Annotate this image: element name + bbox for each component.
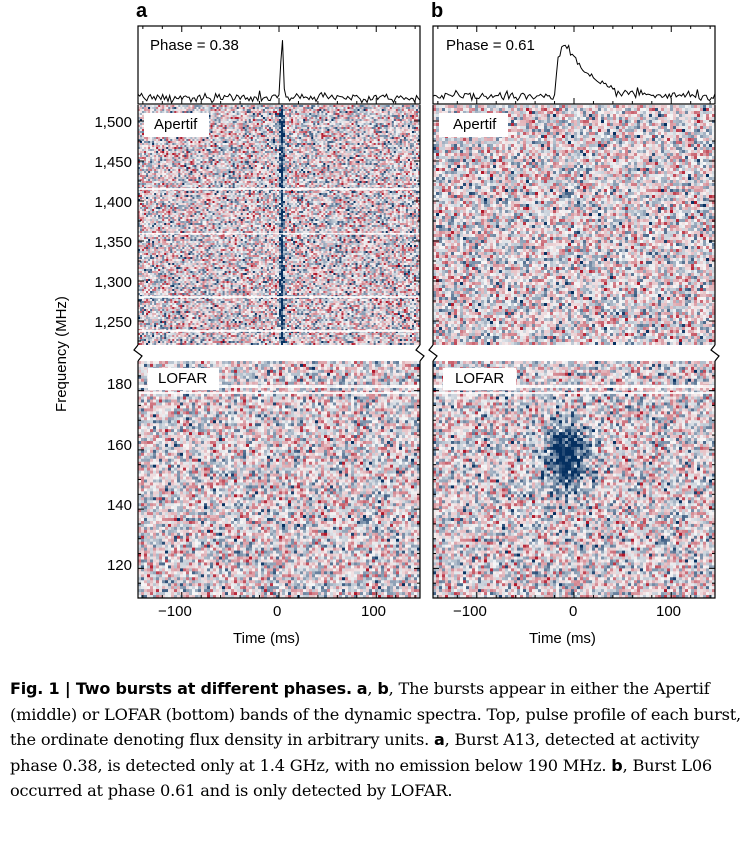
- band-label-lofar-b: LOFAR: [443, 368, 517, 390]
- ytick-1500: 1,500: [94, 114, 132, 131]
- panel-label-a: a: [136, 0, 147, 23]
- masked-channel-lofar-1: [138, 392, 420, 394]
- panel-label-b: b: [431, 0, 443, 23]
- masked-channel-a-2: [138, 296, 420, 298]
- caption-ref-b2: b: [611, 756, 622, 775]
- figure-1: a b Phase = 0.38 Phase = 0.61 Apertif Ap…: [53, 0, 721, 647]
- ytick-140: 140: [107, 497, 132, 514]
- caption-sep: ,: [367, 679, 377, 698]
- masked-channel-lofar-3: [433, 392, 715, 394]
- masked-channel-a-1: [138, 233, 420, 235]
- band-gap-b: [427, 345, 721, 361]
- phase-label-b: Phase = 0.61: [446, 37, 535, 54]
- x-axis-label-a: Time (ms): [233, 630, 300, 647]
- band-label-apertif-b: Apertif: [439, 113, 509, 137]
- caption-text-3: , Burst L06 occurred at phase 0.61 and i…: [10, 756, 712, 801]
- caption-lead: Fig. 1 | Two bursts at different phases.: [10, 679, 352, 698]
- xtick-b-100: 100: [656, 603, 681, 620]
- xtick-b-neg100: −100: [453, 603, 487, 620]
- figure-caption: Fig. 1 | Two bursts at different phases.…: [10, 676, 745, 804]
- xtick-b-0: 0: [569, 603, 577, 620]
- caption-ref-b: b: [377, 679, 388, 698]
- heatmap-lofar-a: [138, 361, 421, 599]
- heatmap-apertif-b: [433, 105, 716, 346]
- band-label-lofar-a: LOFAR: [148, 368, 220, 390]
- xtick-a-neg100: −100: [158, 603, 192, 620]
- heatmap-lofar-b: [433, 361, 716, 599]
- caption-ref-a: a: [357, 679, 368, 698]
- band-label-apertif-a: Apertif: [144, 113, 210, 137]
- figure-canvas: [132, 25, 721, 599]
- x-axis-label-b: Time (ms): [529, 630, 596, 647]
- xtick-a-0: 0: [273, 603, 281, 620]
- ytick-1400: 1,400: [94, 194, 132, 211]
- axis-break-spectrum-frame-a-1: [415, 344, 425, 362]
- masked-channel-lofar-0: [138, 385, 420, 388]
- ytick-1350: 1,350: [94, 234, 132, 251]
- xtick-a-100: 100: [361, 603, 386, 620]
- band-gap-a: [132, 345, 426, 361]
- ytick-120: 120: [107, 557, 132, 574]
- ytick-160: 160: [107, 437, 132, 454]
- heatmap-apertif-a: [138, 105, 421, 346]
- caption-text-2: , Burst A13, detected at activity phase …: [10, 730, 699, 775]
- masked-channel-a-3: [138, 330, 420, 332]
- pulse-profile-b: [432, 44, 716, 102]
- masked-channel-a-0: [138, 188, 420, 190]
- phase-label-a: Phase = 0.38: [150, 37, 239, 54]
- axis-break-spectrum-frame-b-1: [710, 344, 720, 362]
- ytick-1250: 1,250: [94, 314, 132, 331]
- axis-break-spectrum-frame-b-0: [428, 344, 438, 362]
- caption-text-1: , The bursts appear in either the Aperti…: [10, 679, 741, 749]
- masked-channel-lofar-2: [433, 385, 715, 388]
- pulse-profile-a: [137, 40, 421, 105]
- ytick-1300: 1,300: [94, 274, 132, 291]
- axis-break-spectrum-frame-a-0: [133, 344, 143, 362]
- ytick-180: 180: [107, 376, 132, 393]
- caption-ref-a2: a: [434, 730, 445, 749]
- ytick-1450: 1,450: [94, 154, 132, 171]
- y-axis-label: Frequency (MHz): [53, 289, 70, 419]
